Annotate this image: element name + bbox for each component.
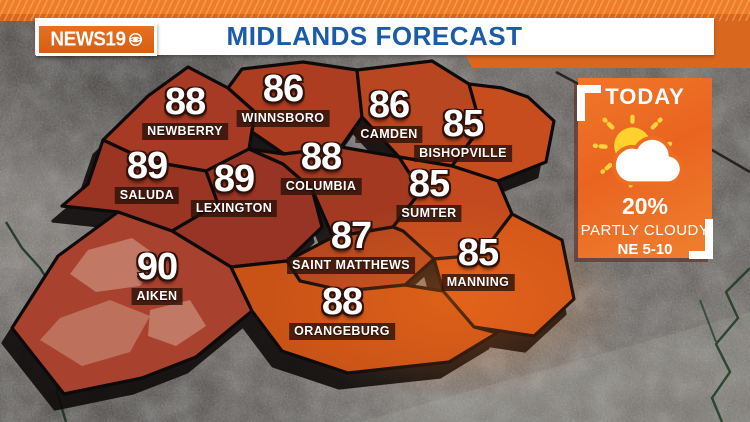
river-branch-right bbox=[699, 299, 717, 343]
precip-chance: 20% bbox=[621, 193, 669, 219]
partly-cloudy-icon bbox=[592, 112, 684, 188]
panel-corner-accent-top-left bbox=[577, 85, 601, 121]
station-logo-text: NEWS19 bbox=[50, 27, 126, 50]
wind-text: NE 5-10 bbox=[617, 241, 673, 258]
panel-title: TODAY bbox=[605, 84, 685, 109]
station-logo: NEWS19 bbox=[36, 23, 157, 56]
page-title: MIDLANDS FORECAST bbox=[226, 21, 523, 51]
panel-corner-accent-bottom-right bbox=[689, 219, 713, 259]
cbs-eye-icon bbox=[128, 32, 142, 47]
condition-text: PARTLY CLOUDY bbox=[580, 222, 710, 239]
top-accent-bar bbox=[0, 0, 750, 21]
map-glow bbox=[270, 200, 630, 400]
aiken-terrain-patches bbox=[40, 238, 206, 366]
river-line-right bbox=[710, 267, 750, 422]
forecast-panel: TODAY 20% PARTLY CLOUDY NE 5-10 bbox=[577, 78, 713, 259]
